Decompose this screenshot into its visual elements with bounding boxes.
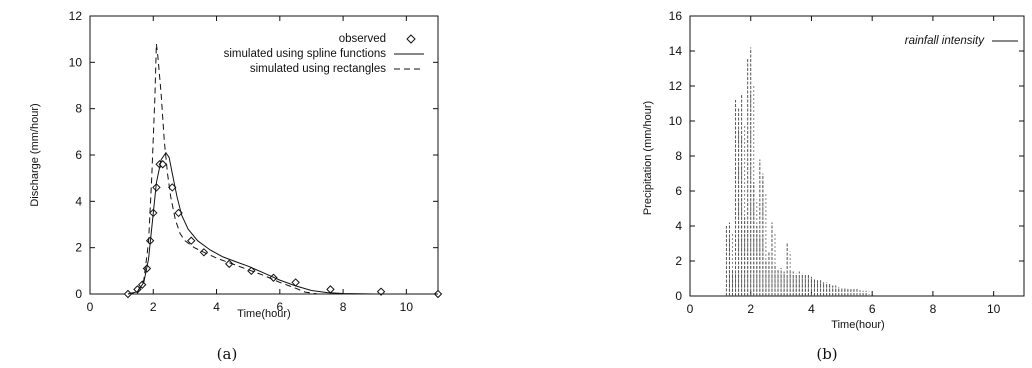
observed-point (187, 236, 196, 245)
x-axis-ticks-a: 0 2 4 6 8 10 (87, 16, 414, 314)
panel-a-discharge-chart: 0 2 4 6 8 10 12 0 2 4 6 8 10 Time(hour) Discharge (… (29, 9, 443, 363)
legend-marker-observed (406, 34, 416, 44)
observed-point (152, 183, 161, 192)
plot-frame-b (689, 15, 1025, 297)
y-tick-label-a: 8 (75, 102, 82, 116)
x-tick-label-a: 0 (87, 300, 94, 314)
x-tick-label-b: 0 (687, 302, 694, 316)
legend-b: rainfall intensity (905, 35, 1018, 47)
x-tick-label-b: 8 (930, 302, 937, 316)
y-tick-label-b: 0 (675, 289, 682, 303)
y-axis-label-a: Discharge (mm/hour) (29, 103, 41, 206)
x-tick-label-b: 6 (869, 302, 876, 316)
y-tick-label-a: 4 (75, 194, 82, 208)
y-tick-label-b: 8 (675, 149, 682, 163)
x-tick-label-b: 4 (808, 302, 815, 316)
y-tick-label-a: 0 (75, 287, 82, 301)
y-tick-label-b: 16 (669, 9, 683, 23)
y-tick-label-b: 4 (675, 219, 682, 233)
caption-b: (b) (816, 345, 837, 363)
y-tick-label-b: 14 (669, 44, 683, 58)
legend-label-rectangles: simulated using rectangles (250, 63, 386, 75)
caption-a: (a) (217, 345, 238, 363)
y-tick-label-b: 6 (675, 184, 682, 198)
x-tick-label-b: 2 (747, 302, 754, 316)
y-tick-label-a: 10 (69, 55, 83, 69)
legend-a: observed simulated using spline function… (224, 33, 424, 75)
y-tick-label-a: 6 (75, 148, 82, 162)
series-layer-a (123, 43, 443, 299)
y-tick-label-b: 10 (669, 114, 683, 128)
x-tick-label-a: 10 (400, 300, 414, 314)
y-axis-ticks-b: 0 2 4 6 8 10 12 14 16 (669, 9, 1024, 303)
x-tick-label-a: 6 (276, 300, 283, 314)
x-tick-label-b: 10 (987, 302, 1001, 316)
x-axis-label-b: Time(hour) (831, 319, 884, 331)
observed-point (376, 287, 386, 296)
observed-point (123, 289, 133, 299)
legend-label-observed: observed (339, 33, 386, 45)
y-tick-label-a: 2 (75, 241, 82, 255)
observed-point (326, 285, 335, 294)
x-tick-label-a: 8 (340, 300, 347, 314)
spline-series-line (127, 151, 438, 295)
x-tick-label-a: 2 (150, 300, 157, 314)
y-tick-label-a: 12 (69, 9, 83, 23)
legend-label-rainfall: rainfall intensity (905, 35, 986, 47)
y-tick-label-b: 12 (669, 79, 683, 93)
panel-b-precipitation-chart: 0 2 4 6 8 10 12 14 16 0 2 4 6 8 10 Time(hour) Precipi… (642, 9, 1025, 363)
legend-label-spline: simulated using spline functions (224, 48, 387, 60)
x-tick-label-a: 4 (213, 300, 220, 314)
y-axis-label-b: Precipitation (mm/hour) (642, 101, 654, 215)
y-axis-ticks-a: 0 2 4 6 8 10 12 (69, 9, 438, 301)
observed-point (224, 259, 234, 269)
y-tick-label-b: 2 (675, 254, 682, 268)
x-axis-label-a: Time(hour) (237, 308, 290, 320)
bars-layer-b (725, 47, 870, 296)
rectangles-series-line (127, 43, 438, 295)
x-axis-ticks-b: 0 2 4 6 8 10 (687, 16, 1001, 316)
